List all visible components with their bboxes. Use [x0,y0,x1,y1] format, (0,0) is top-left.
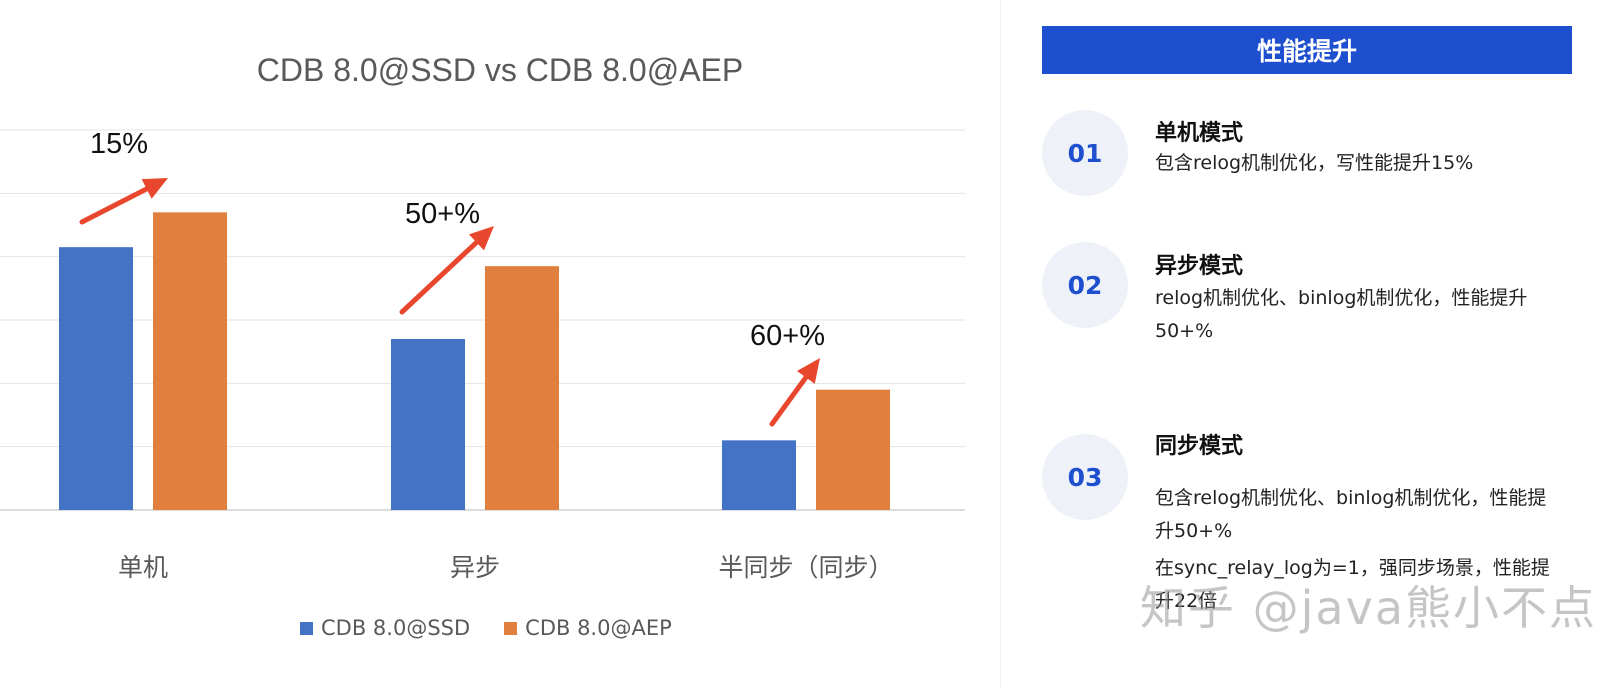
legend-item: CDB 8.0@AEP [504,616,672,640]
increase-arrow-2 [769,358,820,427]
chart-panel: CDB 8.0@SSD vs CDB 8.0@AEP 单机 异步 半同步（同步）… [0,52,965,640]
category-label: 单机 [117,553,169,582]
chart-legend: CDB 8.0@SSD CDB 8.0@AEP [300,616,672,640]
increase-arrow-1 [399,226,494,315]
step-title: 同步模式 [1155,434,1244,459]
step-number-badge: 01 [1042,110,1128,196]
legend-label: CDB 8.0@SSD [321,616,471,640]
panel-divider [1000,0,1001,687]
step-description: 包含relog机制优化、binlog机制优化，性能提升50+% [1155,487,1547,542]
bar-aep-1 [485,266,559,510]
legend-swatch [504,621,518,635]
step-title: 异步模式 [1155,254,1244,279]
watermark: 知乎 @java熊小不点 [1140,581,1598,635]
bar-aep-2 [816,389,890,510]
step-number-badge: 03 [1042,434,1128,520]
bar-ssd-2 [722,440,796,510]
bar-chart [0,129,965,511]
increase-arrow-0 [79,178,168,225]
step-description: relog机制优化、binlog机制优化，性能提升50+% [1155,287,1528,342]
annotation-label: 50+% [405,198,480,230]
step-number-badge: 02 [1042,242,1128,328]
category-label: 异步 [449,553,501,582]
annotation-label: 15% [90,128,149,160]
legend-label: CDB 8.0@AEP [525,616,672,640]
category-label: 半同步（同步） [718,553,894,582]
annotation-label: 60+% [750,320,825,352]
panel-banner: 性能提升 [1042,26,1572,74]
performance-panel: 性能提升 01 单机模式 包含relog机制优化，写性能提升15% 02 异步模… [1000,0,1620,687]
step-description: 包含relog机制优化，写性能提升15% [1155,152,1474,174]
bar-ssd-0 [59,247,133,510]
step-description-extra: 在sync_relay_log为=1，强同步场景，性能提升22倍 [1155,557,1550,612]
legend-swatch [300,621,313,635]
bar-aep-0 [153,212,227,511]
legend-item: CDB 8.0@SSD [300,616,470,640]
bar-ssd-1 [391,339,465,510]
step-title: 单机模式 [1155,121,1244,146]
chart-title: CDB 8.0@SSD vs CDB 8.0@AEP [256,52,744,88]
